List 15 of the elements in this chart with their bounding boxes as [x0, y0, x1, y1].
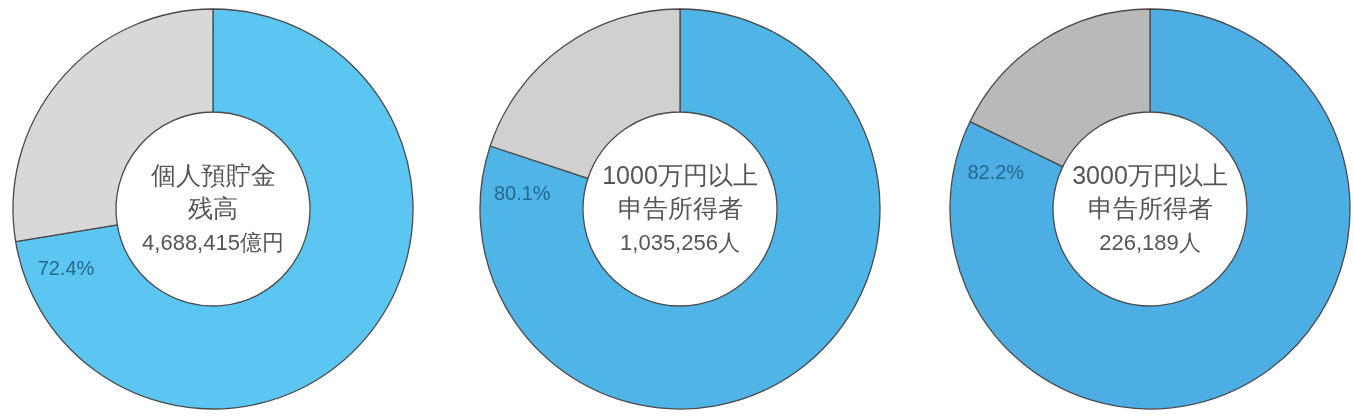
data-label: 80.1%	[493, 182, 551, 205]
text: 3000万円以上	[1072, 161, 1228, 189]
text: 226,189人	[1099, 230, 1201, 255]
data-label: 82.2%	[967, 161, 1025, 184]
donut-slice	[15, 8, 414, 410]
text: 申告所得者	[1087, 194, 1213, 222]
donut-slice	[949, 8, 1351, 410]
text: 1,035,256人	[620, 230, 740, 255]
text: 申告所得者	[617, 194, 743, 222]
text: 残高	[188, 194, 238, 222]
text: 個人預貯金	[150, 161, 276, 189]
text: 1000万円以上	[602, 161, 758, 189]
donut-slice	[479, 8, 881, 410]
data-label: 72.4%	[37, 257, 95, 280]
text: 4,688,415億円	[142, 230, 284, 255]
